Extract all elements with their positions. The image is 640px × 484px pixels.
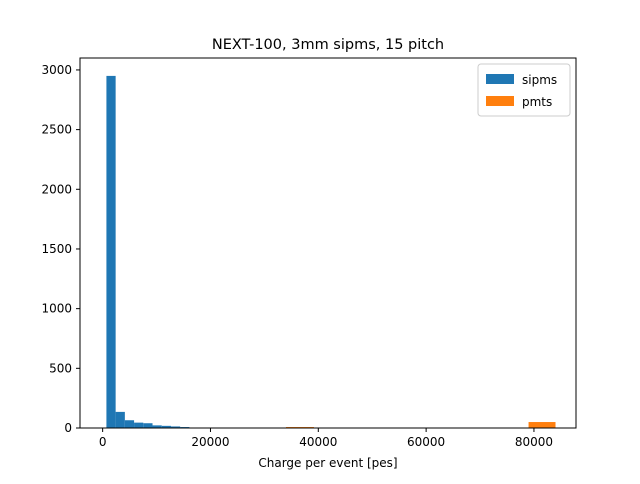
chart-title: NEXT-100, 3mm sipms, 15 pitch — [212, 37, 444, 53]
y-tick-label: 2000 — [41, 182, 72, 196]
y-axis-ticks: 0 500 1000 1500 2000 2500 3000 — [41, 63, 80, 435]
plot-area-frame — [79, 57, 577, 429]
bar-pmts-2 — [528, 422, 556, 428]
x-tick-label: 40000 — [299, 435, 337, 449]
y-tick-label: 500 — [49, 361, 72, 375]
bar-sipms-5 — [152, 425, 162, 428]
y-tick-label: 1500 — [41, 242, 72, 256]
y-tick-label: 3000 — [41, 63, 72, 77]
bar-sipms-0 — [106, 75, 116, 428]
legend-swatch-sipms — [486, 74, 514, 84]
y-tick-label: 2500 — [41, 123, 72, 137]
legend-label-pmts: pmts — [522, 95, 552, 109]
bar-sipms-3 — [134, 422, 144, 428]
x-tick-label: 20000 — [191, 435, 229, 449]
y-tick-label: 0 — [64, 421, 72, 435]
bar-sipms-4 — [143, 423, 153, 428]
x-axis-label: Charge per event [pes] — [258, 456, 397, 470]
bar-sipms-2 — [124, 420, 135, 428]
bar-sipms-7 — [170, 426, 181, 428]
bar-sipms-1 — [115, 411, 125, 428]
x-tick-label: 60000 — [407, 435, 445, 449]
x-tick-label: 0 — [99, 435, 107, 449]
y-tick-label: 1000 — [41, 302, 72, 316]
legend-label-sipms: sipms — [522, 73, 557, 87]
x-tick-label: 80000 — [515, 435, 553, 449]
bar-sipms-6 — [161, 425, 171, 428]
legend-swatch-pmts — [486, 96, 514, 106]
x-axis-ticks: 0 20000 40000 60000 80000 — [99, 428, 553, 449]
chart-legend: sipms pmts — [477, 63, 571, 117]
